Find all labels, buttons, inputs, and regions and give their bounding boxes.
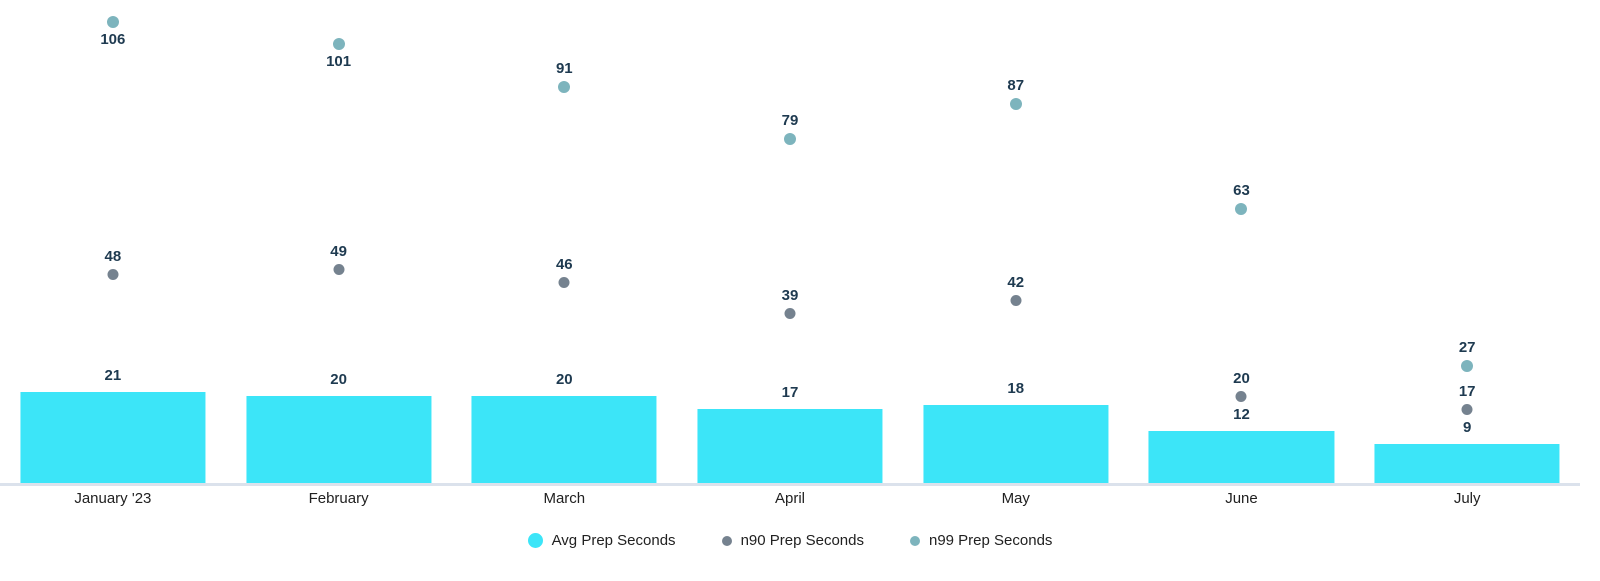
point-value-label: 106: [100, 30, 126, 48]
plot-area: 21 48 106 20 49 101 20 46 91 17 39 79 18 42 87 12 20 63 9 1…: [0, 0, 1580, 486]
point-value-label: 79: [781, 112, 799, 130]
chart-column: 12 20 63: [1129, 0, 1355, 483]
x-axis-label: February: [308, 490, 369, 507]
chart-column: 20 46 91: [451, 0, 677, 483]
x-axis-label: January '23: [74, 490, 152, 507]
point-value-label: 87: [1007, 77, 1025, 95]
n90-point[interactable]: [1010, 294, 1022, 306]
x-axis-label: April: [775, 490, 806, 507]
n90-point[interactable]: [107, 268, 119, 280]
n99-point[interactable]: [332, 37, 345, 50]
legend: Avg Prep Seconds n90 Prep Seconds n99 Prep…: [0, 532, 1580, 549]
legend-item-n99-prep-seconds[interactable]: n99 Prep Seconds: [909, 532, 1053, 549]
bar-value-label: 20: [555, 371, 573, 388]
n90-point[interactable]: [1461, 403, 1473, 415]
legend-label: n90 Prep Seconds: [740, 532, 864, 549]
n99-point[interactable]: [558, 81, 571, 93]
legend-label: n99 Prep Seconds: [928, 532, 1053, 549]
point-value-label: 91: [555, 60, 573, 77]
point-value-label: 27: [1458, 338, 1476, 356]
bar-value-label: 18: [1007, 379, 1025, 397]
n99-point[interactable]: [1235, 202, 1248, 215]
n90-point[interactable]: [333, 264, 345, 276]
point-value-label: 17: [1458, 382, 1476, 400]
x-axis-label: June: [1225, 490, 1258, 507]
chart-column: 21 48 106: [0, 0, 226, 483]
legend-swatch-icon: [721, 535, 732, 546]
point-value-label: 39: [781, 286, 799, 304]
point-value-label: 20: [1233, 369, 1250, 387]
n90-point[interactable]: [1235, 390, 1247, 402]
n99-point[interactable]: [784, 133, 797, 146]
chart-column: 17 39 79: [677, 0, 903, 483]
legend-item-avg-prep-seconds[interactable]: Avg Prep Seconds: [527, 532, 676, 549]
point-value-label: 63: [1233, 181, 1250, 199]
point-value-label: 49: [330, 243, 347, 261]
bar-avg-prep-seconds[interactable]: [20, 391, 206, 483]
x-axis-label: July: [1453, 490, 1481, 507]
bar-avg-prep-seconds[interactable]: [697, 409, 883, 483]
chart-column: 20 49 101: [226, 0, 452, 483]
bar-value-label: 12: [1233, 405, 1250, 423]
chart-column: 18 42 87: [903, 0, 1129, 483]
bar-avg-prep-seconds[interactable]: [923, 404, 1109, 483]
bar-avg-prep-seconds[interactable]: [471, 396, 657, 483]
legend-item-n90-prep-seconds[interactable]: n90 Prep Seconds: [721, 532, 864, 549]
bar-value-label: 17: [781, 384, 799, 401]
n90-point[interactable]: [558, 277, 570, 289]
point-value-label: 48: [104, 247, 122, 265]
point-value-label: 46: [555, 256, 573, 274]
legend-swatch-icon: [909, 535, 920, 546]
n99-point[interactable]: [106, 15, 119, 28]
bar-value-label: 20: [330, 371, 347, 388]
n90-point[interactable]: [784, 307, 796, 319]
chart-column: 9 17 27: [1354, 0, 1580, 483]
bar-avg-prep-seconds[interactable]: [1374, 443, 1560, 483]
legend-swatch-icon: [527, 533, 543, 548]
bar-value-label: 21: [104, 366, 122, 384]
x-axis-label: March: [543, 490, 586, 507]
n99-point[interactable]: [1009, 98, 1022, 111]
bar-avg-prep-seconds[interactable]: [1148, 430, 1334, 483]
point-value-label: 101: [326, 52, 352, 70]
x-axis-label: May: [1001, 490, 1030, 507]
bar-value-label: 9: [1463, 418, 1472, 436]
n99-point[interactable]: [1461, 359, 1474, 372]
bar-avg-prep-seconds[interactable]: [246, 396, 432, 483]
legend-label: Avg Prep Seconds: [551, 532, 676, 549]
point-value-label: 42: [1007, 273, 1025, 291]
x-axis: January '23 February March April May June July: [0, 486, 1580, 508]
